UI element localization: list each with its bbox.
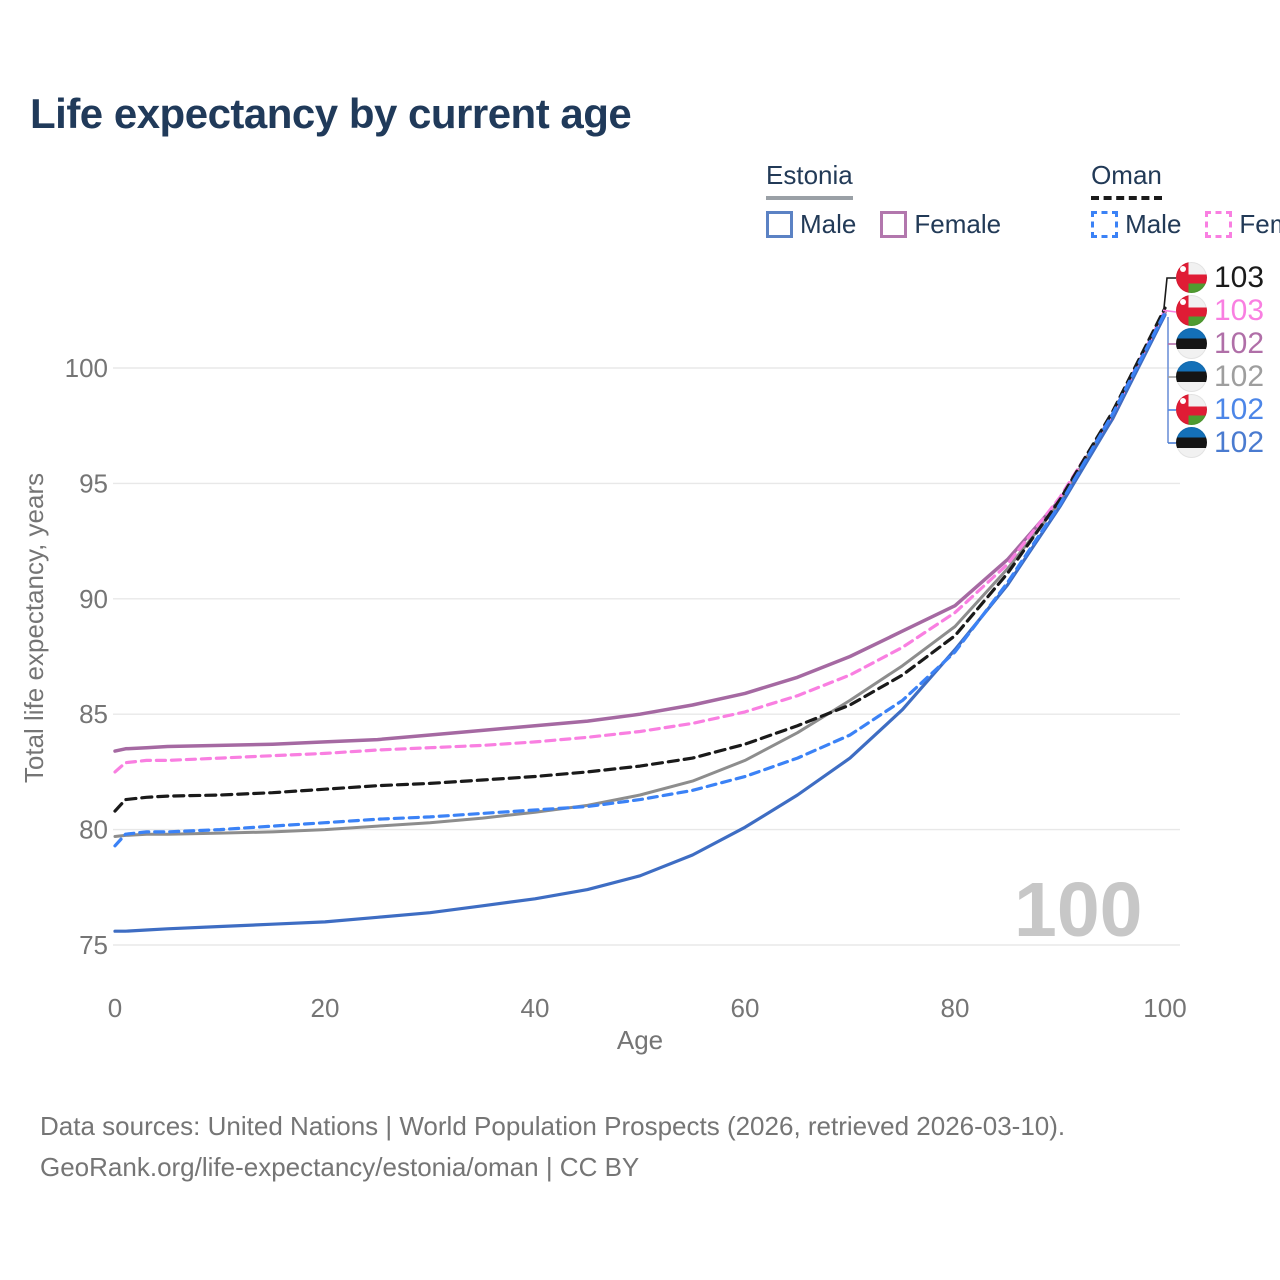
- leader-oman-female: [1162, 309, 1177, 313]
- y-tick-label: 100: [65, 353, 108, 383]
- attribution-text: GeoRank.org/life-expectancy/estonia/oman…: [40, 1152, 640, 1182]
- legend-country-oman[interactable]: Oman: [1091, 160, 1162, 200]
- series-line-estonia-female[interactable]: [113, 310, 1167, 753]
- end-label-oman-male: 102: [1176, 394, 1264, 425]
- legend-label-oman-male[interactable]: Male: [1125, 209, 1182, 239]
- x-tick-label: 20: [311, 993, 340, 1023]
- end-label-value: 103: [1214, 260, 1265, 294]
- end-label-value: 102: [1214, 359, 1265, 393]
- oman-flag-icon: [1176, 394, 1207, 425]
- x-tick-label: 80: [941, 993, 970, 1023]
- oman-flag-icon: [1176, 295, 1207, 326]
- x-tick-label: 40: [521, 993, 550, 1023]
- end-label-value: 102: [1214, 425, 1265, 459]
- y-tick-label: 80: [79, 815, 108, 845]
- legend-swatch-estonia-male[interactable]: [766, 211, 793, 238]
- oman-emblem-icon: [1180, 266, 1186, 272]
- end-label-estonia-male: 102: [1176, 427, 1264, 458]
- series-line-oman-male[interactable]: [113, 311, 1167, 848]
- estonia-flag-icon: [1176, 328, 1207, 359]
- end-label-estonia-female: 102: [1176, 328, 1264, 359]
- estonia-flag-icon: [1176, 427, 1207, 458]
- estonia-flag-icon: [1176, 361, 1207, 392]
- data-sources-text: Data sources: United Nations | World Pop…: [40, 1111, 1066, 1141]
- oman-flag-icon: [1176, 262, 1207, 293]
- legend-swatch-oman-male[interactable]: [1091, 211, 1119, 238]
- y-tick-label: 85: [79, 699, 108, 729]
- series-line-oman-total[interactable]: [113, 306, 1167, 813]
- series-line-estonia-total[interactable]: [113, 311, 1167, 838]
- legend-label-oman-female[interactable]: Female: [1239, 209, 1280, 239]
- legend: Estonia Male Female Oman Male Female: [766, 160, 1280, 240]
- end-label-value: 102: [1214, 392, 1265, 426]
- watermark: 100: [1014, 867, 1143, 953]
- y-tick-label: 95: [79, 468, 108, 498]
- legend-items-oman: Male Female: [1091, 209, 1280, 240]
- x-tick-label: 0: [108, 993, 122, 1023]
- series-line-estonia-male[interactable]: [113, 313, 1167, 933]
- x-tick-label: 60: [731, 993, 760, 1023]
- end-label-estonia-total: 102: [1176, 361, 1264, 392]
- legend-label-estonia-female[interactable]: Female: [914, 209, 1002, 239]
- legend-label-estonia-male[interactable]: Male: [800, 209, 857, 239]
- legend-swatch-oman-female[interactable]: [1205, 211, 1233, 238]
- legend-swatch-estonia-female[interactable]: [880, 211, 908, 238]
- y-axis-title: Total life expectancy, years: [19, 473, 49, 783]
- oman-emblem-icon: [1180, 398, 1186, 404]
- legend-country-estonia[interactable]: Estonia: [766, 160, 853, 200]
- oman-emblem-icon: [1180, 299, 1186, 305]
- end-label-value: 102: [1214, 326, 1265, 360]
- series-line-oman-female[interactable]: [113, 308, 1167, 774]
- end-label-oman-total: 103: [1176, 262, 1264, 293]
- page-title: Life expectancy by current age: [30, 90, 632, 137]
- x-axis-title: Age: [617, 1025, 663, 1055]
- leader-oman-total: [1163, 277, 1176, 309]
- legend-group-estonia: Estonia Male Female: [766, 160, 1025, 240]
- y-tick-label: 90: [79, 584, 108, 614]
- end-label-value: 103: [1214, 293, 1265, 327]
- end-label-oman-female: 103: [1176, 295, 1264, 326]
- footer: Data sources: United Nations | World Pop…: [40, 1106, 1065, 1188]
- legend-items-estonia: Male Female: [766, 209, 1025, 240]
- x-tick-label: 100: [1143, 993, 1186, 1023]
- legend-group-oman: Oman Male Female: [1091, 160, 1280, 240]
- y-tick-label: 75: [79, 930, 108, 960]
